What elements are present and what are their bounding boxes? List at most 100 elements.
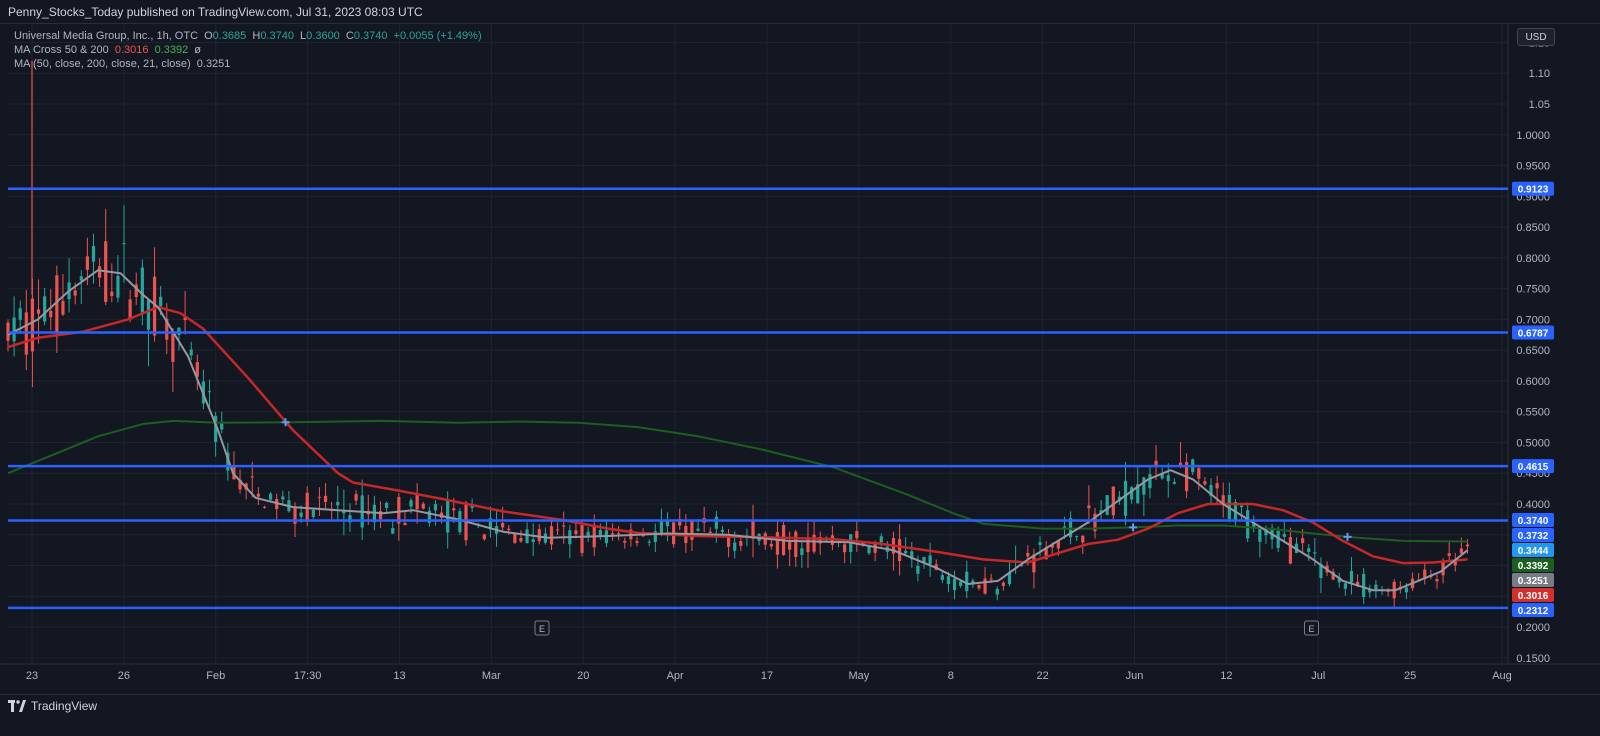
candle-body — [556, 529, 560, 531]
x-tick-label: 13 — [393, 670, 405, 682]
candle-body — [1288, 537, 1293, 564]
legend-change: +0.0055 (+1.49%) — [393, 30, 482, 42]
tradingview-brand: TradingView — [31, 699, 98, 713]
candle-body — [1209, 485, 1213, 496]
candle-body — [794, 531, 798, 557]
candle-body — [855, 531, 859, 539]
legend-macross-row[interactable]: MA Cross 50 & 200 0.3016 0.3392 ø — [14, 43, 482, 57]
candle-body — [562, 525, 566, 527]
candle-body — [940, 575, 944, 580]
earnings-marker[interactable] — [534, 620, 550, 636]
candle-body — [128, 299, 132, 320]
candle-body — [519, 537, 523, 542]
currency-button[interactable]: USD — [1517, 28, 1555, 46]
y-tick-label: 0.8000 — [1516, 253, 1550, 265]
candle-body — [1441, 560, 1445, 576]
x-tick-label: Jun — [1126, 670, 1144, 682]
price-chart[interactable]: 0.15000.20000.25000.30000.35000.40000.45… — [0, 24, 1600, 694]
candle-body — [617, 533, 621, 535]
candle-body — [1001, 582, 1005, 586]
legend-macross-v3: ø — [194, 44, 202, 56]
candle-body — [268, 493, 273, 500]
candle-body — [843, 544, 847, 553]
price-tag — [1512, 513, 1554, 527]
candle-body — [1087, 505, 1091, 509]
candle-body — [952, 578, 957, 591]
candle-body — [1136, 484, 1140, 504]
candle-body — [488, 518, 493, 530]
price-tag-label: 0.3016 — [1518, 591, 1549, 602]
legend-high: 0.3740 — [260, 30, 294, 42]
x-tick-label: 26 — [118, 670, 130, 682]
candle-body — [586, 531, 590, 536]
candle-body — [1276, 531, 1280, 548]
legend-close-label: C — [345, 30, 354, 42]
candle-body — [989, 578, 993, 580]
candle-body — [293, 506, 297, 524]
candle-body — [1172, 482, 1176, 484]
ma-cross-marker — [281, 418, 290, 427]
candle-body — [397, 497, 401, 524]
candle-body — [1282, 533, 1286, 537]
y-tick-label: 0.7000 — [1516, 314, 1550, 326]
legend-macross-v1: 0.3016 — [114, 44, 149, 56]
candle-body — [1197, 468, 1201, 479]
price-tag-label: 0.3392 — [1518, 561, 1549, 572]
candle-body — [18, 308, 22, 320]
candle-body — [79, 276, 83, 281]
candle-body — [665, 521, 670, 527]
candle-body — [281, 496, 285, 500]
legend-open-label: O — [204, 30, 213, 42]
x-tick-label: 17:30 — [294, 670, 322, 682]
x-tick-label: 8 — [948, 670, 954, 682]
tradingview-logo-icon — [8, 700, 26, 712]
x-tick-label: 20 — [577, 670, 589, 682]
candle-body — [146, 300, 151, 330]
candle-body — [1026, 552, 1030, 557]
candle-body — [214, 415, 218, 442]
candle-body — [733, 542, 737, 551]
published-caption: Penny_Stocks_Today published on TradingV… — [8, 5, 423, 19]
x-tick-label: Aug — [1492, 670, 1512, 682]
candle-body — [1465, 544, 1470, 547]
candle-body — [739, 540, 743, 546]
legend-ma-row[interactable]: MA (50, close, 200, close, 21, close) 0.… — [14, 57, 482, 71]
x-tick-label: 12 — [1220, 670, 1232, 682]
candle-body — [610, 533, 615, 535]
candle-body — [1056, 540, 1060, 549]
candle-body — [305, 492, 309, 522]
candle-body — [751, 520, 755, 539]
candle-body — [769, 543, 773, 547]
tradingview-logo[interactable]: TradingView — [8, 699, 97, 713]
candle-body — [1099, 510, 1103, 513]
candle-body — [385, 502, 389, 509]
candle-body — [928, 555, 932, 565]
candle-body — [818, 537, 822, 544]
price-tag — [1512, 459, 1554, 474]
candle-body — [1105, 495, 1109, 515]
candle-body — [171, 331, 175, 362]
candle-body — [525, 529, 529, 544]
earnings-marker[interactable] — [1304, 620, 1319, 636]
candle-body — [1368, 589, 1372, 593]
x-tick-label: Feb — [206, 670, 225, 682]
price-tag — [1512, 181, 1554, 196]
candle-body — [916, 565, 920, 574]
x-tick-label: 25 — [1404, 670, 1416, 682]
candle-body — [183, 317, 187, 321]
candle-body — [1239, 505, 1244, 508]
candle-body — [73, 290, 77, 296]
candle-body — [696, 528, 700, 531]
candle-body — [378, 511, 383, 519]
candle-body — [965, 571, 969, 592]
price-tag-label: 0.3740 — [1518, 516, 1549, 527]
candle-body — [1374, 584, 1378, 590]
candle-body — [1081, 535, 1085, 543]
candle-body — [1423, 569, 1427, 580]
candle-body — [1307, 548, 1311, 552]
candle-body — [623, 540, 627, 543]
y-tick-label: 1.0000 — [1516, 130, 1550, 142]
y-tick-label: 0.6000 — [1516, 376, 1550, 388]
candle-body — [1301, 538, 1305, 544]
candle-body — [922, 556, 926, 563]
